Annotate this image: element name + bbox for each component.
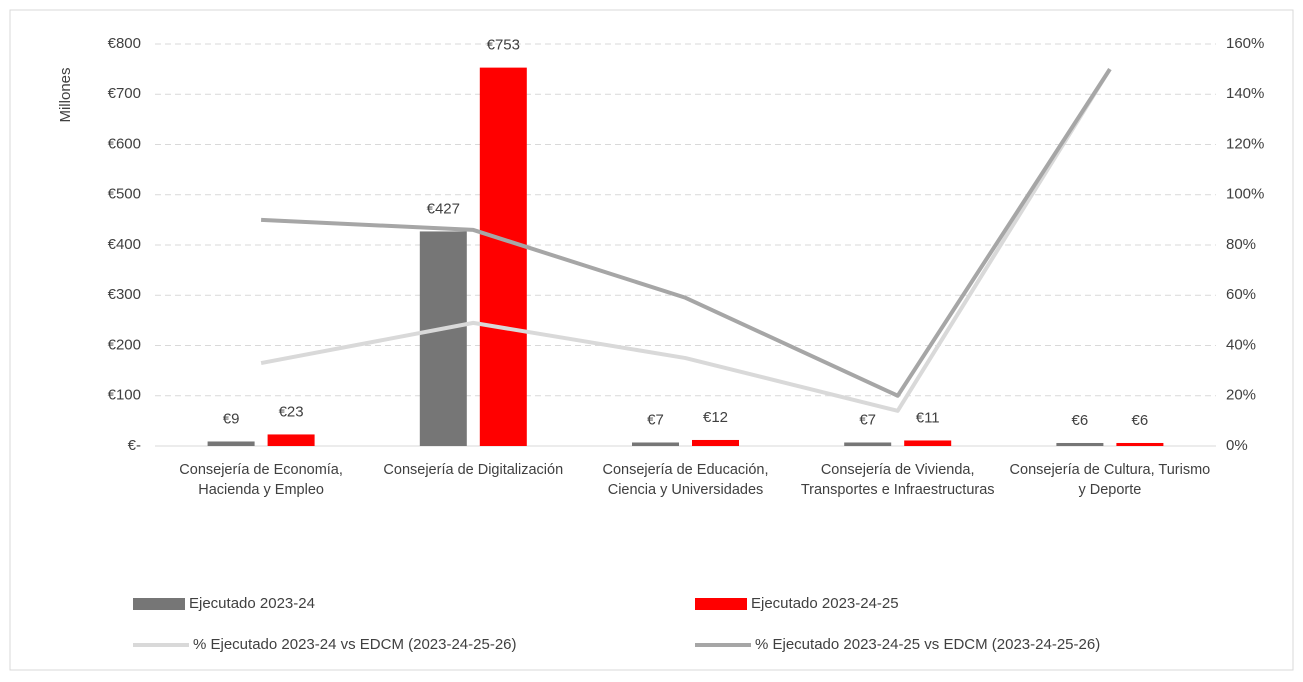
y2-tick-label: 120% (1226, 135, 1264, 152)
line (260, 68, 1112, 413)
data-label: €23 (279, 403, 304, 420)
legend-swatch (695, 598, 747, 610)
x-tick-label-box: Consejería de Digitalización (383, 462, 564, 478)
bar (904, 440, 952, 446)
bar (1056, 442, 1104, 446)
y2-tick-label: 100% (1226, 186, 1264, 203)
y2-tick-label: 0% (1226, 437, 1248, 454)
y-tick-label: €600 (108, 135, 141, 152)
legend-label: Ejecutado 2023-24-25 (751, 595, 899, 612)
y-axis-title: Millones (57, 67, 74, 122)
x-tick-label-box: Consejería de Educación, Ciencia y Unive… (602, 462, 769, 498)
x-tick-label: Consejería de Digitalización (383, 462, 564, 478)
bar (632, 442, 679, 446)
data-label: €7 (647, 411, 664, 428)
bar (267, 434, 315, 446)
x-tick-label: Consejería de Vivienda, Transportes e In… (800, 462, 995, 498)
y-tick-label: €500 (108, 186, 141, 203)
chart-frame (9, 9, 1294, 671)
y2-tick-label: 40% (1226, 336, 1256, 353)
legend-label: % Ejecutado 2023-24 vs EDCM (2023-24-25-… (193, 636, 517, 653)
data-label: €6 (1132, 412, 1149, 429)
y2-tick-label: 80% (1226, 236, 1256, 253)
x-tick-label-box: Consejería de Vivienda, Transportes e In… (800, 462, 995, 498)
bar (692, 439, 739, 446)
y-tick-label: €400 (108, 236, 141, 253)
x-tick-label-box: Consejería de Economía, Hacienda y Emple… (179, 462, 343, 498)
x-tick-label: Consejería de Cultura, Turismo y Deporte (1009, 462, 1211, 498)
line (261, 68, 1112, 398)
y-tick-label: €700 (108, 85, 141, 102)
data-label: €12 (703, 409, 728, 426)
bar (419, 231, 467, 446)
bar (207, 441, 255, 446)
y-tick-label: €800 (108, 35, 141, 52)
legend-swatch (133, 598, 185, 610)
y2-tick-label: 60% (1226, 286, 1256, 303)
x-tick-label-box: Consejería de Cultura, Turismo y Deporte (1009, 462, 1211, 498)
y-tick-label: €100 (108, 387, 141, 404)
y2-tick-label: 140% (1226, 85, 1264, 102)
y-tick-label: €- (128, 437, 141, 454)
data-label: €753 (487, 37, 520, 54)
data-label: €11 (916, 409, 940, 426)
data-label: €9 (223, 410, 240, 427)
y2-tick-label: 20% (1226, 387, 1256, 404)
y2-tick-label: 160% (1226, 35, 1264, 52)
y-tick-label: €300 (108, 286, 141, 303)
data-label: €6 (1072, 412, 1089, 429)
legend-label: % Ejecutado 2023-24-25 vs EDCM (2023-24-… (755, 636, 1100, 653)
bar (479, 67, 527, 447)
data-label: €427 (427, 200, 460, 217)
legend-label: Ejecutado 2023-24 (189, 595, 315, 612)
x-tick-label: Consejería de Educación, Ciencia y Unive… (602, 462, 769, 498)
data-label: €7 (859, 411, 876, 428)
y-tick-label: €200 (108, 336, 141, 353)
x-tick-label: Consejería de Economía, Hacienda y Emple… (179, 462, 343, 498)
bar (844, 442, 892, 446)
bar (1116, 442, 1164, 446)
